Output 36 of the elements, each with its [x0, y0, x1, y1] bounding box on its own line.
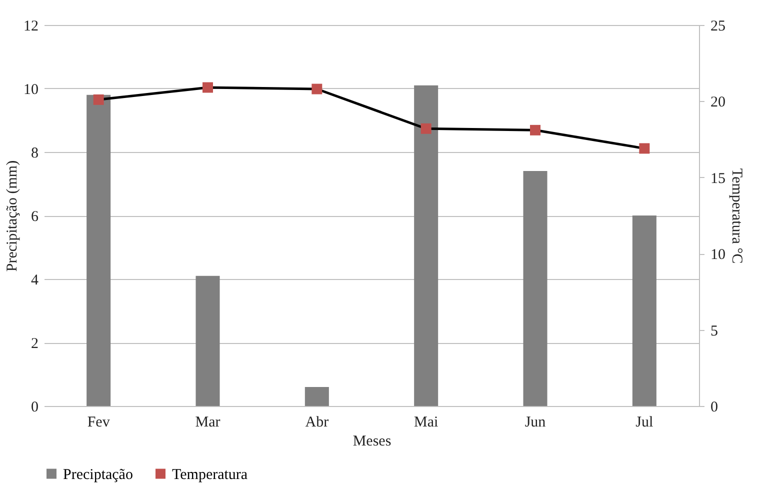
- x-tick-label: Jul: [636, 414, 654, 430]
- y2-tick-label: 15: [710, 170, 726, 187]
- y-tick-label: 8: [31, 146, 38, 162]
- point: [312, 84, 322, 94]
- x-tick-label: Mar: [195, 414, 220, 430]
- point: [93, 94, 104, 105]
- point: [202, 82, 213, 93]
- point: [639, 143, 650, 154]
- y-tick-label: 2: [31, 336, 38, 352]
- bar: [196, 276, 220, 406]
- y-tick-label: 0: [31, 400, 38, 416]
- y-axis-title: Precipitação (mm): [4, 160, 20, 272]
- y2-tick-label: 10: [710, 247, 726, 264]
- bar: [523, 171, 548, 406]
- x-tick-label: Mai: [414, 414, 438, 430]
- y-tick-label: 10: [24, 82, 38, 98]
- point: [420, 123, 432, 134]
- bar: [632, 216, 656, 406]
- x-tick-label: Abr: [305, 414, 329, 430]
- x-axis-title: Meses: [352, 434, 392, 450]
- y-tick-label: 4: [31, 272, 39, 288]
- y-tick-label: 12: [24, 18, 38, 34]
- y2-tick-label: 0: [710, 400, 718, 416]
- bar: [304, 386, 329, 406]
- y2-tick-label: 5: [710, 323, 718, 340]
- y2-axis-title: Temperatura °C: [728, 168, 744, 264]
- y-tick-label: 6: [31, 209, 39, 225]
- x-tick-label: Jun: [524, 414, 546, 430]
- legend-label: Temperatura: [172, 466, 248, 483]
- bar: [414, 85, 438, 406]
- legend-label: Preciptação: [63, 466, 133, 483]
- y2-tick-label: 25: [710, 18, 726, 34]
- point: [530, 124, 540, 136]
- y2-tick-label: 20: [710, 94, 726, 111]
- bar: [86, 94, 111, 406]
- x-tick-label: Fev: [87, 414, 110, 430]
